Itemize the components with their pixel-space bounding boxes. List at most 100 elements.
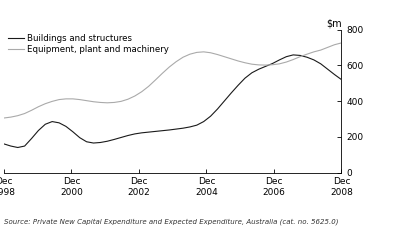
- Equipment, plant and machinery: [263, 64, 268, 67]
- Buildings and structures: [222, 100, 227, 102]
- Buildings and structures: [36, 129, 41, 132]
- Buildings and structures: [43, 123, 48, 126]
- Buildings and structures: [174, 128, 179, 131]
- Equipment, plant and machinery: [70, 98, 75, 100]
- Equipment, plant and machinery: [36, 105, 41, 108]
- Equipment, plant and machinery: [29, 109, 34, 112]
- Buildings and structures: [332, 73, 337, 76]
- Buildings and structures: [125, 134, 130, 137]
- Buildings and structures: [243, 77, 247, 79]
- Equipment, plant and machinery: [153, 79, 158, 81]
- Buildings and structures: [284, 55, 289, 58]
- Equipment, plant and machinery: [291, 58, 296, 61]
- Buildings and structures: [318, 62, 323, 65]
- Buildings and structures: [195, 124, 199, 126]
- Buildings and structures: [249, 72, 254, 74]
- Buildings and structures: [146, 131, 151, 133]
- Buildings and structures: [50, 120, 54, 123]
- Equipment, plant and machinery: [318, 49, 323, 52]
- Equipment, plant and machinery: [160, 72, 165, 75]
- Buildings and structures: [2, 143, 6, 145]
- Equipment, plant and machinery: [332, 43, 337, 46]
- Equipment, plant and machinery: [187, 53, 192, 56]
- Buildings and structures: [15, 146, 20, 149]
- Equipment, plant and machinery: [195, 51, 199, 54]
- Buildings and structures: [64, 125, 68, 128]
- Equipment, plant and machinery: [8, 116, 13, 118]
- Equipment, plant and machinery: [229, 57, 233, 60]
- Equipment, plant and machinery: [2, 117, 6, 119]
- Equipment, plant and machinery: [298, 55, 303, 58]
- Buildings and structures: [70, 130, 75, 133]
- Equipment, plant and machinery: [77, 98, 82, 101]
- Equipment, plant and machinery: [249, 63, 254, 66]
- Equipment, plant and machinery: [304, 53, 309, 56]
- Equipment, plant and machinery: [139, 90, 144, 93]
- Line: Buildings and structures: Buildings and structures: [4, 55, 341, 148]
- Buildings and structures: [105, 140, 110, 143]
- Buildings and structures: [133, 133, 137, 135]
- Buildings and structures: [8, 145, 13, 147]
- Equipment, plant and machinery: [146, 85, 151, 88]
- Buildings and structures: [98, 141, 103, 144]
- Equipment, plant and machinery: [64, 98, 68, 100]
- Equipment, plant and machinery: [119, 100, 123, 103]
- Equipment, plant and machinery: [208, 51, 213, 54]
- Buildings and structures: [153, 130, 158, 133]
- Equipment, plant and machinery: [84, 99, 89, 102]
- Equipment, plant and machinery: [50, 100, 54, 103]
- Buildings and structures: [277, 59, 282, 61]
- Buildings and structures: [270, 62, 275, 65]
- Equipment, plant and machinery: [133, 95, 137, 97]
- Buildings and structures: [312, 59, 316, 61]
- Buildings and structures: [236, 84, 241, 87]
- Equipment, plant and machinery: [236, 60, 241, 62]
- Equipment, plant and machinery: [43, 102, 48, 105]
- Buildings and structures: [112, 138, 117, 141]
- Buildings and structures: [291, 54, 296, 56]
- Buildings and structures: [325, 68, 330, 71]
- Equipment, plant and machinery: [277, 62, 282, 65]
- Buildings and structures: [298, 54, 303, 57]
- Text: $m: $m: [326, 18, 341, 28]
- Equipment, plant and machinery: [57, 98, 62, 101]
- Line: Equipment, plant and machinery: Equipment, plant and machinery: [4, 43, 341, 118]
- Buildings and structures: [139, 131, 144, 134]
- Buildings and structures: [29, 137, 34, 140]
- Equipment, plant and machinery: [98, 101, 103, 104]
- Buildings and structures: [256, 68, 261, 71]
- Equipment, plant and machinery: [174, 60, 179, 63]
- Buildings and structures: [181, 127, 185, 130]
- Equipment, plant and machinery: [256, 64, 261, 66]
- Buildings and structures: [339, 78, 344, 81]
- Buildings and structures: [57, 121, 62, 124]
- Equipment, plant and machinery: [125, 98, 130, 101]
- Buildings and structures: [119, 136, 123, 139]
- Buildings and structures: [160, 129, 165, 132]
- Equipment, plant and machinery: [167, 66, 172, 68]
- Equipment, plant and machinery: [222, 55, 227, 58]
- Buildings and structures: [229, 92, 233, 94]
- Equipment, plant and machinery: [201, 50, 206, 53]
- Buildings and structures: [167, 129, 172, 131]
- Equipment, plant and machinery: [215, 53, 220, 56]
- Equipment, plant and machinery: [91, 100, 96, 103]
- Equipment, plant and machinery: [112, 101, 117, 104]
- Buildings and structures: [201, 120, 206, 123]
- Legend: Buildings and structures, Equipment, plant and machinery: Buildings and structures, Equipment, pla…: [8, 34, 169, 54]
- Text: Source: Private New Capital Expenditure and Expected Expenditure, Australia (cat: Source: Private New Capital Expenditure …: [4, 218, 339, 225]
- Buildings and structures: [84, 141, 89, 143]
- Equipment, plant and machinery: [15, 114, 20, 117]
- Buildings and structures: [77, 136, 82, 139]
- Equipment, plant and machinery: [270, 63, 275, 66]
- Buildings and structures: [91, 142, 96, 144]
- Equipment, plant and machinery: [339, 42, 344, 44]
- Equipment, plant and machinery: [312, 50, 316, 53]
- Equipment, plant and machinery: [284, 61, 289, 63]
- Equipment, plant and machinery: [105, 101, 110, 104]
- Buildings and structures: [187, 126, 192, 128]
- Buildings and structures: [263, 65, 268, 68]
- Equipment, plant and machinery: [22, 112, 27, 115]
- Equipment, plant and machinery: [243, 61, 247, 64]
- Buildings and structures: [304, 56, 309, 59]
